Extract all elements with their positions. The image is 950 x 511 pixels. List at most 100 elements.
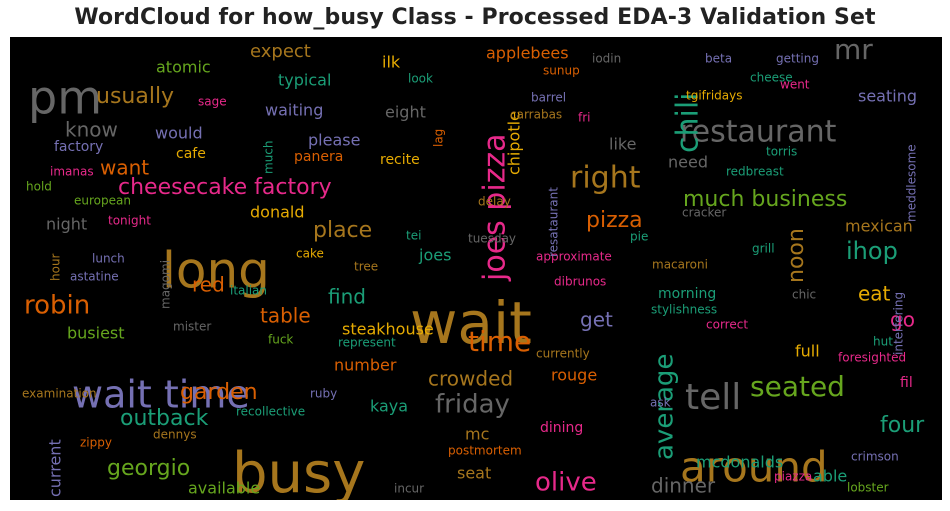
word-night: night	[46, 215, 87, 234]
word-grill: grill	[752, 242, 775, 256]
word-four: four	[880, 413, 925, 438]
word-red: red	[192, 273, 225, 297]
word-dennys: dennys	[153, 428, 197, 442]
word-magomi: magomi	[159, 260, 173, 309]
word-morning: morning	[658, 286, 716, 302]
word-expect: expect	[250, 41, 311, 62]
word-please: please	[308, 131, 360, 150]
word-zippy: zippy	[80, 436, 112, 450]
word-tree: tree	[354, 260, 378, 274]
word-rouge: rouge	[551, 366, 597, 385]
word-barrel: barrel	[531, 91, 566, 105]
word-joes: joes	[418, 246, 451, 265]
word-currently: currently	[536, 347, 590, 361]
word-number: number	[334, 356, 397, 375]
word-carrabas: carrabas	[510, 108, 562, 122]
word-ilk: ilk	[382, 53, 401, 72]
word-redbreast: redbreast	[726, 165, 784, 179]
word-pizza: pizza	[586, 208, 643, 233]
word-busiest: busiest	[67, 324, 125, 343]
word-mc: mc	[465, 425, 489, 444]
word-meddlesome: meddlesome	[905, 144, 919, 222]
word-macaroni: macaroni	[652, 258, 708, 272]
word-delay: delay	[478, 195, 511, 209]
word-typical: typical	[278, 71, 331, 90]
word-european: european	[74, 194, 131, 208]
word-need: need	[668, 153, 708, 172]
word-find: find	[328, 285, 366, 309]
word-like: like	[609, 135, 636, 154]
word-approximate: approximate	[536, 250, 612, 264]
word-full: full	[795, 342, 820, 361]
word-right: right	[570, 161, 641, 196]
word-dibrunos: dibrunos	[554, 275, 606, 289]
word-tonight: tonight	[108, 214, 151, 228]
word-recollective: recollective	[236, 405, 305, 419]
word-place: place	[313, 218, 372, 243]
word-much: much	[262, 141, 276, 175]
word-olive: olive	[535, 468, 597, 498]
word-noon: noon	[784, 228, 809, 283]
word-table: table	[260, 304, 311, 328]
word-tei: tei	[406, 229, 421, 243]
word-piazza: piazza	[774, 470, 812, 484]
word-represent: represent	[338, 336, 396, 350]
word-outback: outback	[120, 406, 209, 431]
word-mr: mr	[834, 37, 873, 66]
word-fil: fil	[900, 375, 913, 391]
word-much-business: much business	[683, 187, 847, 212]
word-joes-pizza: joes pizza	[478, 133, 513, 282]
word-cake: cake	[296, 247, 324, 261]
word-imanas: imanas	[50, 165, 94, 179]
word-lag: lag	[432, 129, 446, 147]
word-iodin: iodin	[592, 52, 621, 66]
word-eight: eight	[385, 103, 426, 122]
word-chic: chic	[792, 288, 816, 302]
word-italian: italian	[230, 284, 267, 298]
word-fri: fri	[578, 111, 591, 125]
word-friday: friday	[435, 390, 510, 420]
word-usually: usually	[96, 84, 174, 109]
word-wait-time: wait time	[72, 373, 250, 417]
word-getting: getting	[776, 52, 819, 66]
word-chipotle: chipotle	[505, 111, 524, 175]
word-georgio: georgio	[107, 456, 190, 481]
word-fuck: fuck	[268, 333, 293, 347]
word-pm: pm	[28, 71, 102, 125]
word-available: available	[188, 479, 260, 498]
word-time: time	[468, 325, 531, 358]
word-would: would	[155, 124, 203, 143]
word-donald: donald	[250, 203, 305, 222]
chart-title: WordCloud for how_busy Class - Processed…	[74, 5, 876, 30]
word-mcdonalds: mcdonalds	[696, 453, 783, 472]
word-panera: panera	[294, 149, 343, 165]
word-beta: beta	[705, 52, 732, 66]
word-cracker: cracker	[682, 206, 726, 220]
word-correct: correct	[706, 318, 748, 332]
word-current: current	[46, 439, 65, 497]
word-look: look	[408, 72, 433, 86]
word-eat: eat	[858, 282, 891, 306]
word-ihop: ihop	[846, 237, 898, 265]
word-cheese: cheese	[750, 71, 793, 85]
wordcloud-canvas: wait busy long around pm wait time tell joes pi…	[10, 37, 942, 500]
word-tell: tell	[685, 377, 741, 418]
word-waiting: waiting	[265, 101, 323, 120]
word-hour: hour	[49, 253, 63, 281]
word-able: able	[813, 467, 847, 486]
word-sage: sage	[198, 95, 227, 109]
word-resataurant: resataurant	[547, 187, 561, 257]
word-tgifridays: tgifridays	[686, 89, 742, 103]
word-torris: torris	[766, 145, 797, 159]
word-steakhouse: steakhouse	[342, 320, 434, 339]
word-postmortem: postmortem	[448, 444, 522, 458]
word-want: want	[100, 156, 149, 180]
word-seated: seated	[750, 370, 845, 403]
word-astatine: astatine	[70, 270, 119, 284]
word-sunup: sunup	[543, 64, 580, 78]
word-dining: dining	[540, 420, 583, 436]
word-recite: recite	[380, 152, 420, 168]
word-applebees: applebees	[486, 44, 569, 63]
word-around: around	[680, 443, 828, 492]
word-wait: wait	[410, 289, 532, 357]
